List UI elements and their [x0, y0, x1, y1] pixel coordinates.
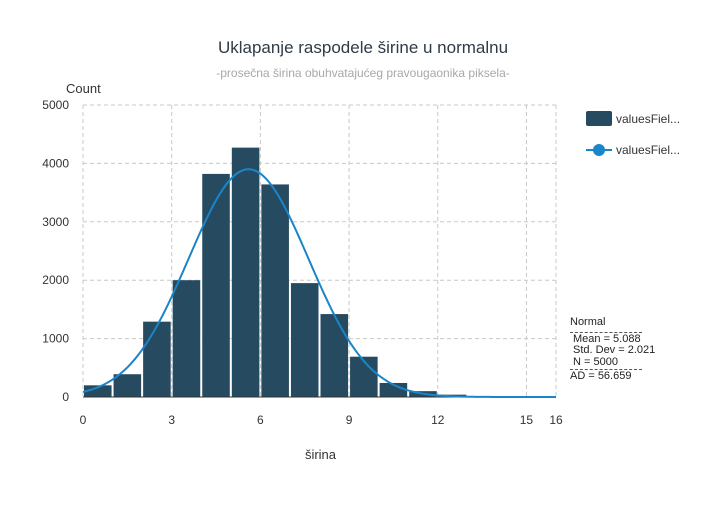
- y-tick-label: 5000: [42, 98, 69, 112]
- stats-divider: [570, 331, 642, 333]
- stats-ad: AD = 56.659: [570, 370, 632, 382]
- histogram-bar: [261, 184, 289, 397]
- histogram-bar: [172, 280, 201, 397]
- stats-divider: [570, 369, 642, 370]
- fit-statistics: Normal Mean = 5.088 Std. Dev = 2.021 N =…: [570, 316, 656, 383]
- y-tick-label: 0: [62, 390, 69, 404]
- legend-item-bars[interactable]: valuesFiel...: [586, 108, 680, 130]
- stats-n: N = 5000: [573, 355, 618, 368]
- x-tick-label: 16: [549, 413, 563, 427]
- chart-title: Uklapanje raspodele širine u normalnu: [217, 38, 509, 57]
- histogram-bar: [84, 385, 112, 397]
- histogram-bar: [320, 314, 349, 397]
- x-tick-label: 9: [346, 413, 353, 427]
- y-tick-label: 2000: [42, 273, 69, 287]
- stats-mean: Mean = 5.088: [573, 332, 641, 345]
- line-swatch-icon: [586, 142, 612, 158]
- histogram-bar: [231, 147, 260, 397]
- y-tick-label: 1000: [42, 332, 69, 346]
- legend-item-curve[interactable]: valuesFiel...: [586, 139, 680, 161]
- histogram-bar: [379, 382, 408, 397]
- bar-swatch-icon: [586, 111, 612, 127]
- normal-curve-line: [82, 168, 556, 398]
- stats-std: Std. Dev = 2.021: [573, 344, 656, 356]
- x-tick-label: 6: [257, 413, 264, 427]
- y-tick-label: 3000: [42, 215, 69, 229]
- x-axis-title: širina: [305, 447, 337, 462]
- stats-heading: Normal: [570, 316, 606, 328]
- x-tick-label: 15: [520, 413, 534, 427]
- legend: valuesFiel... valuesFiel...: [586, 108, 680, 170]
- histogram-bar: [350, 356, 378, 397]
- histogram-bar: [202, 173, 230, 397]
- y-tick-label: 4000: [42, 156, 69, 170]
- x-tick-label: 3: [168, 413, 175, 427]
- histogram-bar: [143, 321, 171, 397]
- histogram-bar: [113, 374, 142, 397]
- x-tick-label: 0: [80, 413, 87, 427]
- histogram-bar: [290, 283, 319, 397]
- chart-subtitle: -prosečna širina obuhvatajućeg pravougao…: [216, 66, 510, 80]
- legend-label: valuesFiel...: [616, 112, 681, 126]
- x-tick-label: 12: [431, 413, 445, 427]
- legend-label: valuesFiel...: [616, 143, 681, 157]
- y-axis-title: Count: [66, 81, 101, 96]
